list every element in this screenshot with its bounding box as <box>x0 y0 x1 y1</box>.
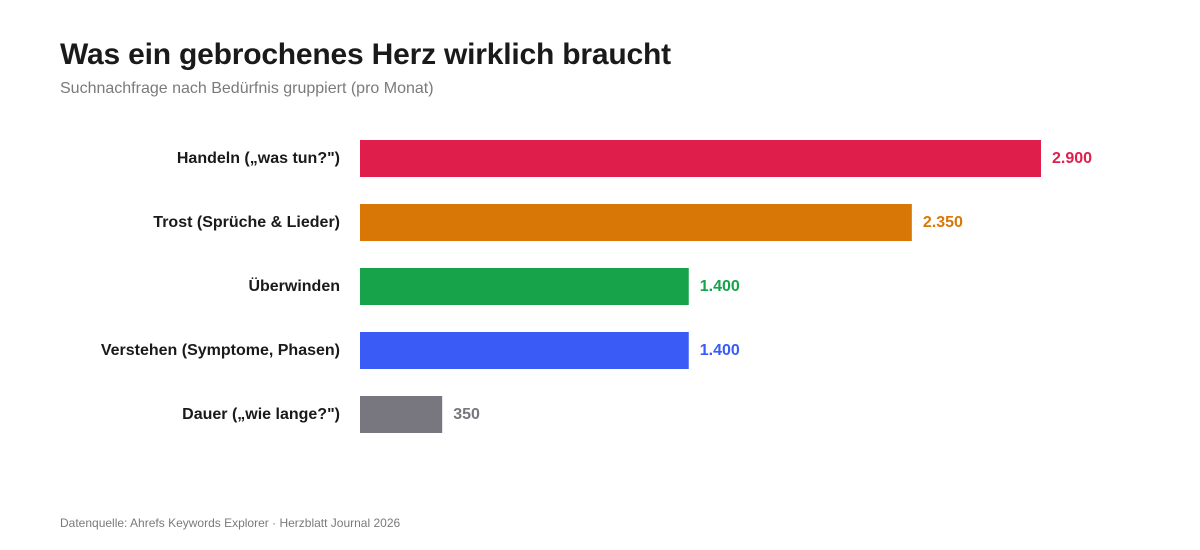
category-label: Überwinden <box>248 276 340 295</box>
bar <box>360 140 1041 177</box>
bar <box>360 268 689 305</box>
bar <box>360 396 443 433</box>
value-label: 1.400 <box>700 278 740 295</box>
value-label: 350 <box>453 406 480 423</box>
chart-title: Was ein gebrochenes Herz wirklich brauch… <box>60 38 671 71</box>
category-label: Handeln („was tun?") <box>177 150 340 167</box>
category-label: Trost (Sprüche & Lieder) <box>153 214 340 231</box>
data-source-note: Datenquelle: Ahrefs Keywords Explorer · … <box>60 516 401 530</box>
value-label: 1.400 <box>700 342 740 359</box>
value-label: 2.900 <box>1052 150 1092 167</box>
chart-subtitle: Suchnachfrage nach Bedürfnis gruppiert (… <box>60 80 434 97</box>
bar <box>360 204 912 241</box>
category-label: Verstehen (Symptome, Phasen) <box>101 342 340 359</box>
category-label: Dauer („wie lange?") <box>182 406 340 423</box>
value-label: 2.350 <box>923 214 963 231</box>
bar <box>360 332 689 369</box>
